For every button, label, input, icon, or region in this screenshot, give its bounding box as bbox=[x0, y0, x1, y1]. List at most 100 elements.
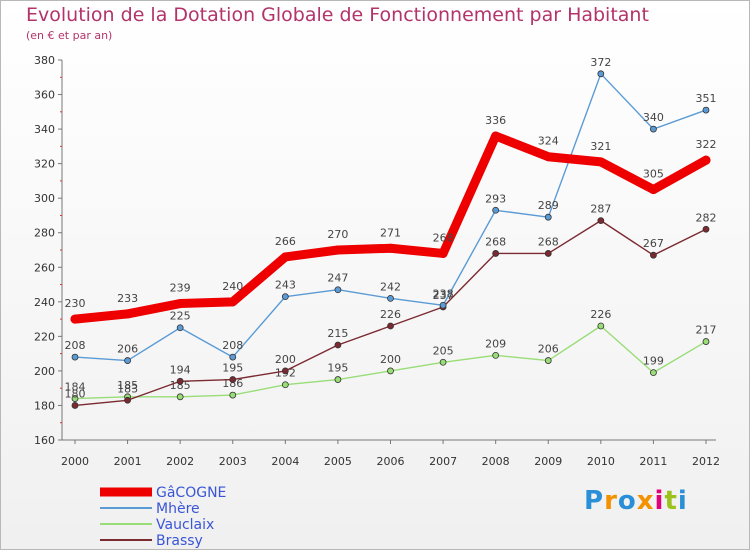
x-tick-label-2005: 2005 bbox=[324, 455, 352, 468]
data-point-Mhère-2003 bbox=[229, 353, 237, 361]
x-tick-label-2004: 2004 bbox=[271, 455, 299, 468]
legend-label-Mhère: Mhère bbox=[156, 501, 200, 517]
data-point-Brassy-2011 bbox=[650, 251, 657, 259]
data-point-GâCOGNE-2006 bbox=[386, 243, 395, 253]
data-label-Mhère-2001: 206 bbox=[117, 343, 138, 356]
data-label-GâCOGNE-2003: 240 bbox=[222, 280, 243, 293]
data-point-Mhère-2010 bbox=[597, 70, 605, 78]
data-label-Brassy-2005: 215 bbox=[327, 327, 348, 340]
data-label-Mhère-2010: 372 bbox=[590, 56, 611, 69]
data-label-Vauclaix-2007: 205 bbox=[433, 344, 454, 357]
data-point-Mhère-2008 bbox=[492, 206, 500, 214]
data-point-Mhère-2004 bbox=[281, 293, 289, 301]
data-label-Vauclaix-2002: 185 bbox=[170, 379, 191, 392]
data-label-GâCOGNE-2006: 271 bbox=[380, 226, 401, 239]
data-label-Brassy-2004: 200 bbox=[275, 353, 296, 366]
y-tick-label-160: 160 bbox=[34, 434, 55, 447]
x-tick-label-2000: 2000 bbox=[61, 455, 89, 468]
x-tick-label-2008: 2008 bbox=[482, 455, 510, 468]
data-point-Vauclaix-2010 bbox=[597, 322, 605, 330]
legend-label-Vauclaix: Vauclaix bbox=[156, 517, 214, 533]
data-label-Mhère-2003: 208 bbox=[222, 339, 243, 352]
data-point-Mhère-2001 bbox=[124, 357, 131, 364]
data-label-Vauclaix-2001: 185 bbox=[117, 379, 138, 392]
data-point-Vauclaix-2000 bbox=[71, 395, 79, 402]
data-label-GâCOGNE-2004: 266 bbox=[275, 235, 296, 248]
y-tick-label-260: 260 bbox=[34, 261, 55, 274]
data-label-GâCOGNE-2005: 270 bbox=[327, 228, 348, 241]
data-point-Vauclaix-2002 bbox=[176, 393, 184, 401]
data-label-Vauclaix-2006: 200 bbox=[380, 353, 401, 366]
data-label-Vauclaix-2012: 217 bbox=[696, 324, 717, 337]
data-label-Mhère-2000: 208 bbox=[65, 339, 86, 352]
data-label-GâCOGNE-2012: 322 bbox=[696, 138, 717, 151]
data-label-Brassy-2002: 194 bbox=[170, 363, 191, 376]
x-tick-label-2011: 2011 bbox=[639, 455, 667, 468]
data-label-Vauclaix-2011: 199 bbox=[643, 355, 664, 368]
data-point-GâCOGNE-2005 bbox=[333, 245, 343, 255]
proxiti-logo: Proxiti bbox=[584, 486, 688, 516]
data-point-Vauclaix-2004 bbox=[281, 381, 289, 389]
x-tick-label-2006: 2006 bbox=[377, 455, 405, 468]
data-point-GâCOGNE-2004 bbox=[280, 252, 290, 262]
y-tick-label-280: 280 bbox=[34, 227, 55, 240]
data-point-Brassy-2005 bbox=[334, 341, 342, 349]
x-tick-label-2012: 2012 bbox=[692, 455, 720, 468]
data-point-GâCOGNE-2003 bbox=[228, 297, 238, 307]
data-point-Brassy-2001 bbox=[124, 396, 131, 404]
data-point-GâCOGNE-2001 bbox=[123, 309, 133, 319]
data-label-Brassy-2009: 268 bbox=[538, 235, 559, 248]
data-label-Vauclaix-2010: 226 bbox=[590, 308, 611, 321]
data-point-Brassy-2008 bbox=[492, 250, 500, 257]
y-tick-label-300: 300 bbox=[34, 192, 55, 205]
y-tick-label-200: 200 bbox=[34, 365, 55, 378]
x-tick-label-2009: 2009 bbox=[534, 455, 562, 468]
x-tick-label-2007: 2007 bbox=[429, 455, 457, 468]
data-point-Vauclaix-2012 bbox=[702, 338, 710, 345]
data-point-Mhère-2005 bbox=[334, 286, 342, 294]
data-label-Vauclaix-2000: 184 bbox=[65, 381, 86, 394]
data-label-GâCOGNE-2007: 268 bbox=[433, 231, 454, 244]
y-tick-label-240: 240 bbox=[34, 296, 55, 309]
data-point-Vauclaix-2008 bbox=[492, 351, 500, 359]
data-point-Brassy-2004 bbox=[281, 367, 289, 375]
data-point-Brassy-2012 bbox=[702, 225, 710, 233]
data-point-Brassy-2010 bbox=[597, 217, 605, 225]
data-point-GâCOGNE-2002 bbox=[175, 299, 185, 309]
data-point-Brassy-2009 bbox=[544, 250, 552, 257]
data-point-Vauclaix-2007 bbox=[439, 358, 447, 366]
data-label-Mhère-2007: 238 bbox=[433, 287, 454, 300]
data-point-Brassy-2006 bbox=[387, 322, 394, 330]
data-label-Brassy-2011: 267 bbox=[643, 237, 664, 250]
data-point-Brassy-2003 bbox=[229, 376, 237, 383]
data-point-Mhère-2002 bbox=[176, 324, 184, 332]
data-label-Brassy-2010: 287 bbox=[590, 203, 611, 216]
data-label-Mhère-2002: 225 bbox=[170, 310, 191, 323]
data-point-GâCOGNE-2007 bbox=[438, 248, 448, 258]
data-label-Brassy-2006: 226 bbox=[380, 308, 401, 321]
data-label-Brassy-2012: 282 bbox=[696, 211, 717, 224]
data-point-GâCOGNE-2008 bbox=[491, 131, 501, 141]
data-point-GâCOGNE-2011 bbox=[648, 185, 658, 195]
x-tick-label-2002: 2002 bbox=[166, 455, 194, 468]
data-label-Mhère-2011: 340 bbox=[643, 111, 664, 124]
y-tick-label-380: 380 bbox=[34, 54, 55, 67]
legend-label-GâCOGNE: GâCOGNE bbox=[156, 485, 226, 501]
data-point-Brassy-2000 bbox=[71, 402, 79, 409]
data-label-Brassy-2008: 268 bbox=[485, 235, 506, 248]
data-label-GâCOGNE-2002: 239 bbox=[170, 282, 191, 295]
data-label-Vauclaix-2009: 206 bbox=[538, 343, 559, 356]
data-point-Mhère-2006 bbox=[387, 294, 394, 302]
data-label-Mhère-2004: 243 bbox=[275, 279, 296, 292]
data-point-GâCOGNE-2012 bbox=[701, 155, 711, 165]
data-label-GâCOGNE-2000: 230 bbox=[65, 297, 86, 310]
chart-title: Evolution de la Dotation Globale de Fonc… bbox=[26, 4, 649, 26]
data-point-GâCOGNE-2010 bbox=[596, 157, 606, 167]
data-label-Brassy-2001: 183 bbox=[117, 382, 138, 395]
data-label-Mhère-2012: 351 bbox=[696, 92, 717, 105]
data-point-GâCOGNE-2009 bbox=[543, 152, 553, 162]
legend-label-Brassy: Brassy bbox=[156, 533, 203, 549]
data-label-Brassy-2000: 180 bbox=[65, 387, 86, 400]
